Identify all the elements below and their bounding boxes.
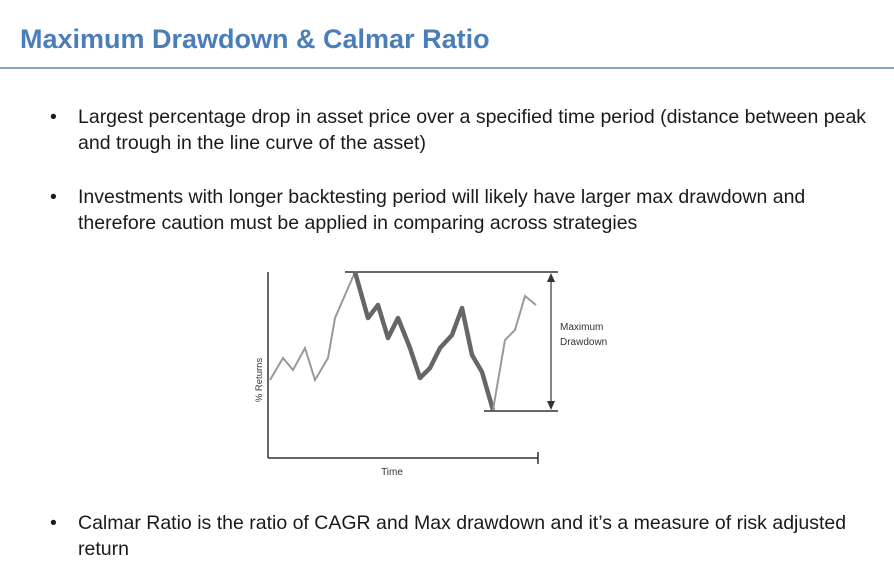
- bullet-text: Investments with longer backtesting peri…: [78, 186, 806, 234]
- arrow-head: [547, 401, 555, 410]
- slide-title: Maximum Drawdown & Calmar Ratio: [20, 24, 490, 54]
- arrow-head: [547, 273, 555, 282]
- price-line: [269, 271, 356, 383]
- title-rule: [0, 67, 894, 69]
- x-axis-label: Time: [381, 467, 403, 478]
- bullet-text: Calmar Ratio is the ratio of CAGR and Ma…: [78, 512, 847, 560]
- price-line: [492, 294, 537, 411]
- y-axis-label: % Returns: [254, 358, 265, 403]
- drawdown-line: [352, 271, 496, 411]
- annotation: Drawdown: [560, 337, 607, 348]
- bullet-dot: •: [50, 106, 57, 128]
- bullet-text: Largest percentage drop in asset price o…: [78, 106, 867, 154]
- annotation: Maximum: [560, 322, 603, 333]
- bullet-dot: •: [50, 512, 57, 534]
- bullet-dot: •: [50, 186, 57, 208]
